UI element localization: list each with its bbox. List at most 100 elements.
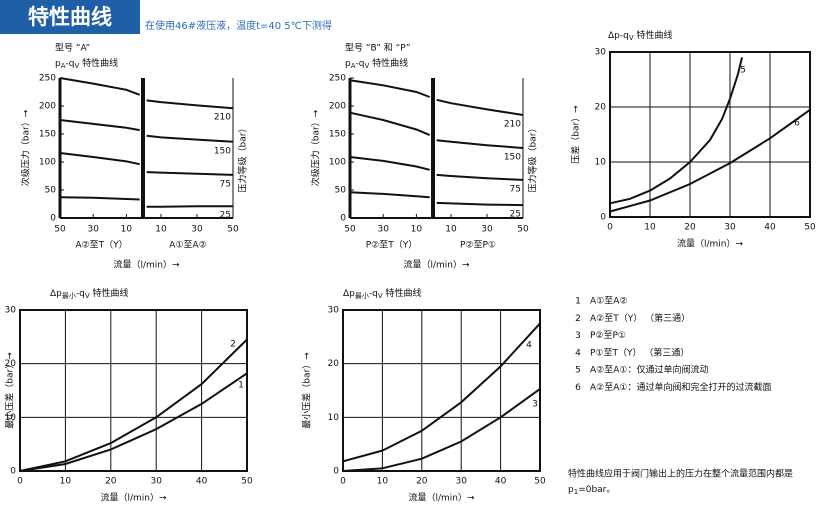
chart-subtitle-part: p [55, 59, 61, 69]
x-tick-label: 30 [191, 225, 203, 235]
y-tick-label: 50 [335, 186, 347, 196]
x-tick-label: 50 [517, 225, 529, 235]
x-axis-label: 流量（l/min）→ [403, 259, 470, 271]
curve-label: 6 [794, 119, 800, 129]
x-tick-label: 50 [241, 477, 253, 487]
x-tick-label: 30 [87, 225, 99, 235]
curve [146, 205, 233, 208]
chart-subtitle-part: 特性曲线 [79, 57, 118, 69]
legend-number: 1 [575, 297, 581, 307]
x-tick-label: 10 [411, 225, 423, 235]
half-label: A②至T（Y） [75, 240, 127, 251]
footnote: p1=0bar。 [568, 485, 615, 497]
chart-subtitle-part: 特性曲线 [369, 57, 408, 69]
y-tick-label: 200 [39, 102, 56, 112]
chart-subtitle-part: V [74, 62, 79, 70]
curve [436, 201, 524, 207]
x-tick-label: 30 [481, 225, 493, 235]
legend-text: A②至A①：通过单向阀和完全打开的过流截面 [590, 381, 771, 393]
legend-text: A①至A② [590, 296, 627, 307]
legend-number: 3 [575, 331, 581, 341]
y-tick-label: 10 [328, 413, 340, 423]
curve [342, 388, 541, 472]
y-tick-label: 30 [5, 306, 17, 316]
plot-frame [19, 309, 248, 472]
chart-title-part: V [85, 292, 90, 300]
level-label: 150 [214, 146, 231, 156]
chart-title-part: Δp [50, 289, 62, 299]
curve [146, 134, 234, 143]
curve [342, 322, 541, 463]
chart-subtitle-part: p [345, 59, 351, 69]
y-tick-label: 150 [39, 130, 56, 140]
curve-label: 4 [526, 341, 532, 351]
curve [59, 152, 140, 166]
chart-title-part: 最小 [62, 291, 76, 300]
chart-title: Δp最小-qV 特性曲线 [50, 287, 129, 301]
y-tick-label: 100 [329, 158, 346, 168]
curve [19, 338, 248, 472]
plot-frame [609, 51, 811, 218]
curve [19, 372, 248, 472]
chart-subtitle-part: A [61, 62, 66, 70]
chart-title-part: V [629, 34, 634, 42]
x-tick-label: 50 [344, 225, 356, 235]
x-tick-label: 40 [495, 477, 507, 487]
half-label: P②至P① [460, 240, 496, 251]
footnote-part: =0bar。 [578, 485, 615, 495]
curve [609, 108, 811, 213]
level-label: 75 [220, 179, 231, 189]
x-tick-label: 20 [416, 477, 428, 487]
curve-label: 5 [740, 66, 746, 76]
header-note: 在使用46#液压液，温度t=40 5℃下测得 [145, 19, 332, 32]
legend-text: P②至P① [590, 330, 626, 341]
x-axis-label: 流量（l/min）→ [100, 492, 167, 504]
x-tick-label: 10 [121, 225, 133, 235]
x-tick-label: 50 [54, 225, 66, 235]
y-tick-label: 150 [329, 130, 346, 140]
chart-subtitle-part: A [351, 62, 356, 70]
half-label: A①至A② [169, 240, 206, 251]
y-tick-label: 0 [50, 214, 56, 224]
x-tick-label: 0 [17, 477, 23, 487]
x-tick-label: 10 [445, 225, 457, 235]
legend-text: P①至T（Y） （第三通） [590, 346, 689, 358]
curve-label: 3 [532, 400, 538, 410]
y2-axis-label: 压力等级（bar） [527, 124, 539, 193]
level-label: 25 [510, 210, 521, 220]
x-tick-label: 10 [644, 223, 656, 233]
y-tick-label: 20 [595, 103, 607, 113]
chart-title-part: 特性曲线 [90, 287, 129, 299]
x-tick-label: 50 [804, 223, 816, 233]
x-tick-label: 20 [105, 477, 117, 487]
curve-label: 1 [238, 381, 244, 391]
y-tick-label: 10 [595, 158, 607, 168]
x-tick-label: 0 [340, 477, 346, 487]
chart-title-part: Δp-q [608, 31, 629, 41]
y-tick-label: 250 [329, 74, 346, 84]
curve [436, 139, 524, 149]
legend-number: 4 [575, 348, 581, 358]
x-tick-label: 40 [196, 477, 208, 487]
footnote-part: 1 [574, 488, 578, 496]
y-axis-label: 次级压力（bar）→ [20, 109, 32, 186]
y-tick-label: 0 [333, 467, 339, 477]
x-tick-label: 50 [534, 477, 546, 487]
chart-title-part: -q [76, 289, 85, 299]
y-tick-label: 100 [39, 158, 56, 168]
x-tick-label: 40 [764, 223, 776, 233]
curve [59, 119, 140, 132]
x-tick-label: 30 [377, 225, 389, 235]
curve [349, 191, 430, 199]
level-label: 75 [510, 184, 521, 194]
legend-number: 6 [575, 383, 581, 393]
chart-subtitle-part: V [364, 62, 369, 70]
y-tick-label: 250 [39, 74, 56, 84]
x-axis-label: 流量（l/min）→ [408, 492, 475, 504]
legend-number: 2 [575, 314, 581, 324]
chart-subtitle-part: -q [66, 59, 75, 69]
chart-title-part: 特性曲线 [634, 29, 673, 41]
x-tick-label: 30 [455, 477, 467, 487]
level-label: 210 [504, 119, 521, 129]
